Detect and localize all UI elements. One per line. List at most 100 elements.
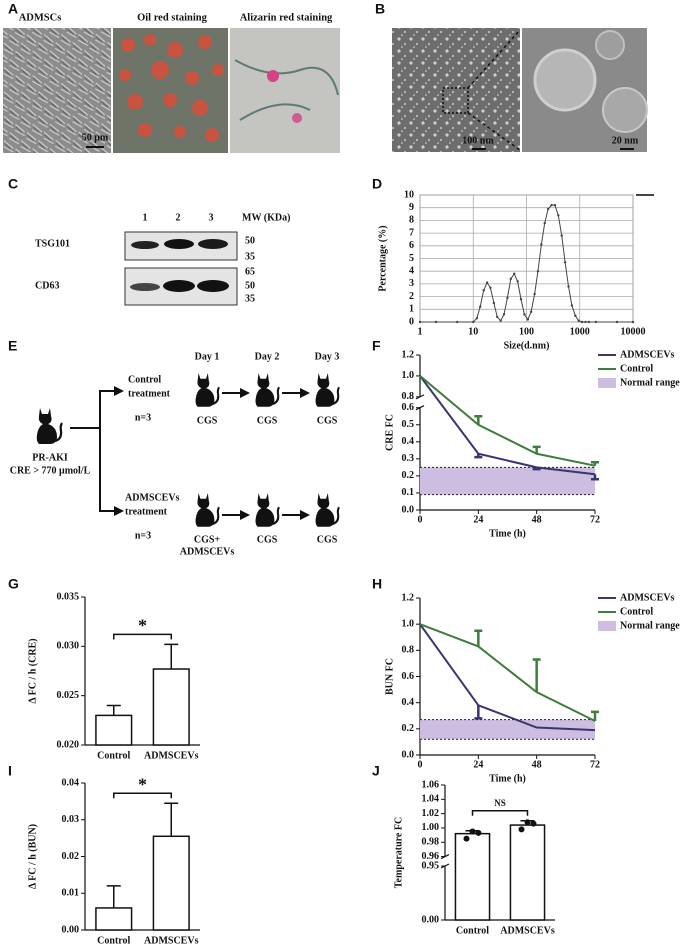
error-bar bbox=[532, 658, 541, 693]
y-axis-label: Δ FC / h (CRE) bbox=[27, 638, 38, 703]
y-tick-label: 0.020 bbox=[57, 739, 80, 750]
data-point bbox=[506, 296, 509, 300]
scale-bar-label: 20 nm bbox=[612, 135, 639, 146]
x-tick-label: 24 bbox=[473, 759, 483, 770]
significance-label: * bbox=[138, 615, 147, 635]
error-bar bbox=[474, 705, 483, 720]
error-bar bbox=[532, 445, 541, 454]
y-tick-label: 0.3 bbox=[402, 453, 415, 464]
data-point bbox=[478, 305, 482, 308]
micrograph bbox=[230, 28, 340, 153]
x-tick-label: 10 bbox=[468, 326, 478, 337]
y-tick-label: 9 bbox=[409, 202, 414, 213]
data-point bbox=[567, 285, 570, 288]
data-point bbox=[482, 289, 485, 292]
data-point bbox=[563, 261, 567, 264]
panel-label: G bbox=[8, 576, 19, 592]
y-tick-label: 1 bbox=[409, 304, 414, 315]
legend-label: Control bbox=[620, 363, 653, 374]
data-point bbox=[546, 207, 550, 211]
significance-label: * bbox=[138, 774, 147, 794]
data-point bbox=[615, 320, 619, 324]
step-label: ADMSCEVs bbox=[180, 546, 235, 557]
y-tick-label: 1.04 bbox=[422, 794, 440, 805]
x-tick-label: 48 bbox=[532, 759, 542, 770]
y-tick-label: 0.4 bbox=[402, 697, 415, 708]
y-axis-label: Percentage (%) bbox=[377, 225, 388, 291]
data-point bbox=[502, 313, 506, 316]
x-tick-label: ADMSCEVs bbox=[500, 925, 555, 936]
y-axis-label: Δ FC / h (BUN) bbox=[27, 824, 38, 889]
mw-marker: 50 bbox=[245, 280, 255, 291]
group-label: treatment bbox=[125, 506, 168, 517]
data-point bbox=[519, 297, 523, 301]
scale-bar-label: 100 nm bbox=[462, 135, 494, 146]
x-tick-label: 0 bbox=[418, 514, 423, 525]
x-axis-label: Size(d.nm) bbox=[504, 340, 550, 351]
day-label: Day 3 bbox=[315, 351, 340, 362]
y-tick-label: 0.025 bbox=[57, 690, 80, 701]
y-axis-label: Temperature FC bbox=[393, 817, 404, 888]
y-tick-label: 4 bbox=[409, 265, 414, 276]
group-n: n=3 bbox=[135, 412, 151, 423]
y-tick-label: 0.2 bbox=[402, 470, 415, 481]
mw-marker: 35 bbox=[245, 251, 255, 262]
significance-bracket bbox=[113, 792, 172, 799]
step-label: CGS bbox=[257, 415, 278, 426]
data-point bbox=[530, 820, 537, 827]
y-tick-label: 1.00 bbox=[422, 822, 440, 833]
y-tick-label: 2 bbox=[409, 291, 414, 302]
blot-label: TSG101 bbox=[35, 238, 70, 249]
error-bar bbox=[591, 461, 599, 466]
data-point bbox=[560, 234, 563, 237]
normal-range bbox=[420, 719, 595, 740]
x-axis-label: Time (h) bbox=[489, 528, 526, 539]
data-point bbox=[526, 318, 530, 321]
y-tick-label: 0 bbox=[409, 316, 414, 327]
y-tick-label: 0.2 bbox=[402, 723, 415, 734]
lane-label: 3 bbox=[209, 212, 214, 223]
x-tick-label: 72 bbox=[590, 759, 600, 770]
data-point bbox=[475, 829, 482, 836]
legend-label: Normal range bbox=[620, 377, 680, 388]
y-axis-label: BUN FC bbox=[384, 658, 395, 695]
series-line bbox=[419, 375, 596, 476]
axis-break bbox=[415, 394, 425, 411]
mw-label: MW (KDa) bbox=[242, 212, 290, 223]
y-tick-label: 0.0 bbox=[402, 504, 415, 515]
y-tick-label: 0.6 bbox=[402, 671, 415, 682]
data-point bbox=[580, 320, 584, 324]
y-tick-label: 0.6 bbox=[402, 402, 415, 413]
y-tick-label: 0.98 bbox=[422, 837, 440, 848]
y-tick-label: 0.00 bbox=[62, 924, 80, 935]
group-label: ADMSCEVs bbox=[125, 492, 180, 503]
y-tick-label: 0.04 bbox=[62, 777, 80, 788]
data-point bbox=[456, 320, 459, 324]
data-point bbox=[543, 221, 546, 225]
panel-label: H bbox=[372, 576, 382, 592]
data-point bbox=[631, 320, 635, 324]
western-blot: 1 2 3 MW (KDa) TSG101 50 35 CD63 65 50 3… bbox=[35, 212, 290, 306]
mw-marker: 65 bbox=[245, 266, 255, 277]
error-bar bbox=[164, 802, 179, 837]
step-label: CGS bbox=[257, 534, 278, 545]
y-tick-label: 0.8 bbox=[402, 391, 415, 402]
y-tick-label: 1.2 bbox=[402, 349, 415, 360]
cat-icon bbox=[35, 406, 63, 445]
step-label: CGS bbox=[197, 415, 218, 426]
data-point bbox=[587, 320, 591, 324]
x-axis-label: Time (h) bbox=[489, 773, 526, 784]
cat-icon bbox=[254, 492, 280, 528]
mw-marker: 35 bbox=[245, 293, 255, 304]
data-point bbox=[469, 828, 476, 835]
bar bbox=[95, 714, 133, 746]
group-label: treatment bbox=[128, 388, 171, 399]
y-axis-label: CRE FC bbox=[384, 414, 395, 451]
data-point bbox=[496, 315, 499, 319]
panel-label: I bbox=[8, 763, 12, 779]
legend-label: Normal range bbox=[620, 620, 680, 631]
image-caption: ADMSCs bbox=[19, 12, 62, 23]
mw-marker: 50 bbox=[245, 235, 255, 246]
bar bbox=[509, 824, 546, 921]
data-point bbox=[489, 286, 492, 289]
